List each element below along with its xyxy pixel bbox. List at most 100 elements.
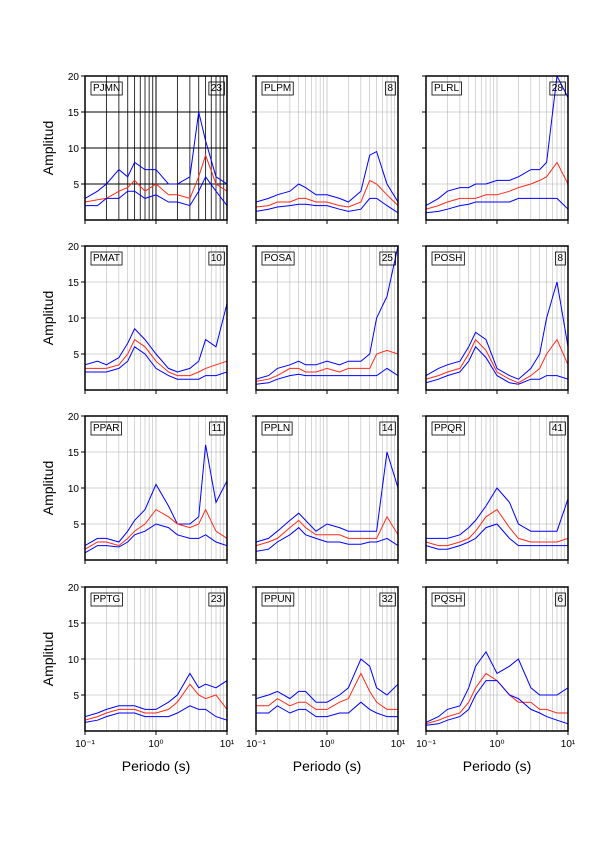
series-line bbox=[256, 526, 398, 552]
station-label: PPLN bbox=[264, 423, 290, 434]
x-axis-label: Periodo (s) bbox=[122, 758, 190, 774]
series-line bbox=[256, 451, 398, 543]
y-tick-label: 5 bbox=[73, 350, 79, 361]
y-tick-label: 5 bbox=[73, 520, 79, 531]
series-line bbox=[426, 281, 568, 380]
plot-lines bbox=[256, 150, 398, 214]
y-tick-label: 15 bbox=[68, 619, 80, 630]
y-axis-label: Amplitud bbox=[40, 632, 56, 686]
station-label: POSH bbox=[434, 253, 462, 264]
y-tick-label: 10 bbox=[68, 484, 80, 495]
x-tick-label: 10¹ bbox=[561, 739, 576, 750]
x-axis-label: Periodo (s) bbox=[293, 758, 361, 774]
x-tick-label: 10¹ bbox=[220, 739, 235, 750]
station-label: PLPM bbox=[264, 83, 291, 94]
count-box bbox=[549, 81, 566, 96]
series-line bbox=[256, 515, 398, 547]
count-label: 32 bbox=[382, 594, 394, 605]
series-line bbox=[85, 153, 227, 203]
station-box bbox=[261, 251, 295, 266]
series-line bbox=[426, 650, 568, 723]
station-label: PPTG bbox=[93, 594, 120, 605]
series-line bbox=[85, 303, 227, 373]
series-line bbox=[256, 672, 398, 710]
series-line bbox=[85, 683, 227, 721]
x-tick-label: 10⁰ bbox=[489, 739, 504, 750]
x-tick-label: 10⁻¹ bbox=[75, 739, 95, 750]
y-axis-label: Amplitud bbox=[40, 121, 56, 175]
plot-frame bbox=[255, 75, 399, 221]
series-line bbox=[426, 508, 568, 547]
series-line bbox=[426, 487, 568, 539]
series-line bbox=[85, 523, 227, 554]
station-label: POSA bbox=[264, 253, 292, 264]
count-label: 11 bbox=[212, 423, 223, 434]
plot-lines bbox=[85, 111, 227, 207]
station-label: PPAR bbox=[93, 423, 120, 434]
station-label: PLRL bbox=[434, 83, 459, 94]
plot-frame bbox=[84, 75, 228, 221]
plot-lines bbox=[85, 444, 227, 554]
plot-lines bbox=[256, 451, 398, 552]
series-line bbox=[426, 76, 568, 207]
series-line bbox=[256, 701, 398, 718]
series-line bbox=[85, 338, 227, 377]
series-line bbox=[426, 197, 568, 214]
plot-lines bbox=[426, 76, 568, 214]
station-box bbox=[431, 592, 465, 607]
plot-frame bbox=[425, 415, 569, 561]
count-label: 41 bbox=[552, 423, 564, 434]
series-line bbox=[85, 508, 227, 550]
station-label: PMAT bbox=[93, 253, 120, 264]
y-tick-label: 20 bbox=[68, 583, 80, 594]
plot-frame bbox=[255, 586, 399, 732]
y-tick-label: 10 bbox=[68, 144, 80, 155]
count-box bbox=[555, 251, 566, 266]
count-label: 8 bbox=[557, 253, 563, 264]
station-label: PQSH bbox=[434, 594, 462, 605]
plot-lines bbox=[256, 658, 398, 718]
series-line bbox=[256, 179, 398, 208]
plot-frame bbox=[425, 586, 569, 732]
station-label: PJMN bbox=[93, 83, 120, 94]
series-line bbox=[85, 111, 227, 199]
station-box bbox=[90, 421, 122, 436]
series-line bbox=[426, 523, 568, 550]
plot-lines bbox=[85, 672, 227, 723]
station-box bbox=[431, 251, 465, 266]
series-line bbox=[256, 197, 398, 214]
count-box bbox=[209, 421, 225, 436]
plot-frame bbox=[255, 415, 399, 561]
series-line bbox=[256, 367, 398, 385]
count-label: 6 bbox=[557, 594, 563, 605]
series-line bbox=[426, 345, 568, 385]
station-box bbox=[261, 81, 294, 96]
series-line bbox=[256, 246, 398, 380]
y-tick-label: 20 bbox=[68, 72, 80, 83]
count-label: 8 bbox=[387, 83, 393, 94]
y-tick-label: 5 bbox=[73, 180, 79, 191]
x-axis-label: Periodo (s) bbox=[463, 758, 531, 774]
plot-lines bbox=[426, 281, 568, 385]
x-tick-label: 10⁰ bbox=[319, 739, 334, 750]
count-box bbox=[379, 421, 396, 436]
x-tick-label: 10⁻¹ bbox=[416, 739, 436, 750]
y-tick-label: 15 bbox=[68, 108, 80, 119]
series-line bbox=[85, 175, 227, 207]
count-box bbox=[555, 592, 566, 607]
series-line bbox=[85, 444, 227, 547]
plot-frame bbox=[425, 245, 569, 391]
station-box bbox=[90, 592, 123, 607]
count-label: 25 bbox=[382, 253, 394, 264]
y-tick-label: 10 bbox=[68, 314, 80, 325]
plot-lines bbox=[426, 487, 568, 550]
plot-lines bbox=[85, 303, 227, 380]
y-tick-label: 5 bbox=[73, 691, 79, 702]
y-tick-label: 20 bbox=[68, 412, 80, 423]
station-box bbox=[261, 592, 295, 607]
count-box bbox=[379, 251, 396, 266]
plot-frame bbox=[425, 75, 569, 221]
y-tick-label: 15 bbox=[68, 278, 80, 289]
